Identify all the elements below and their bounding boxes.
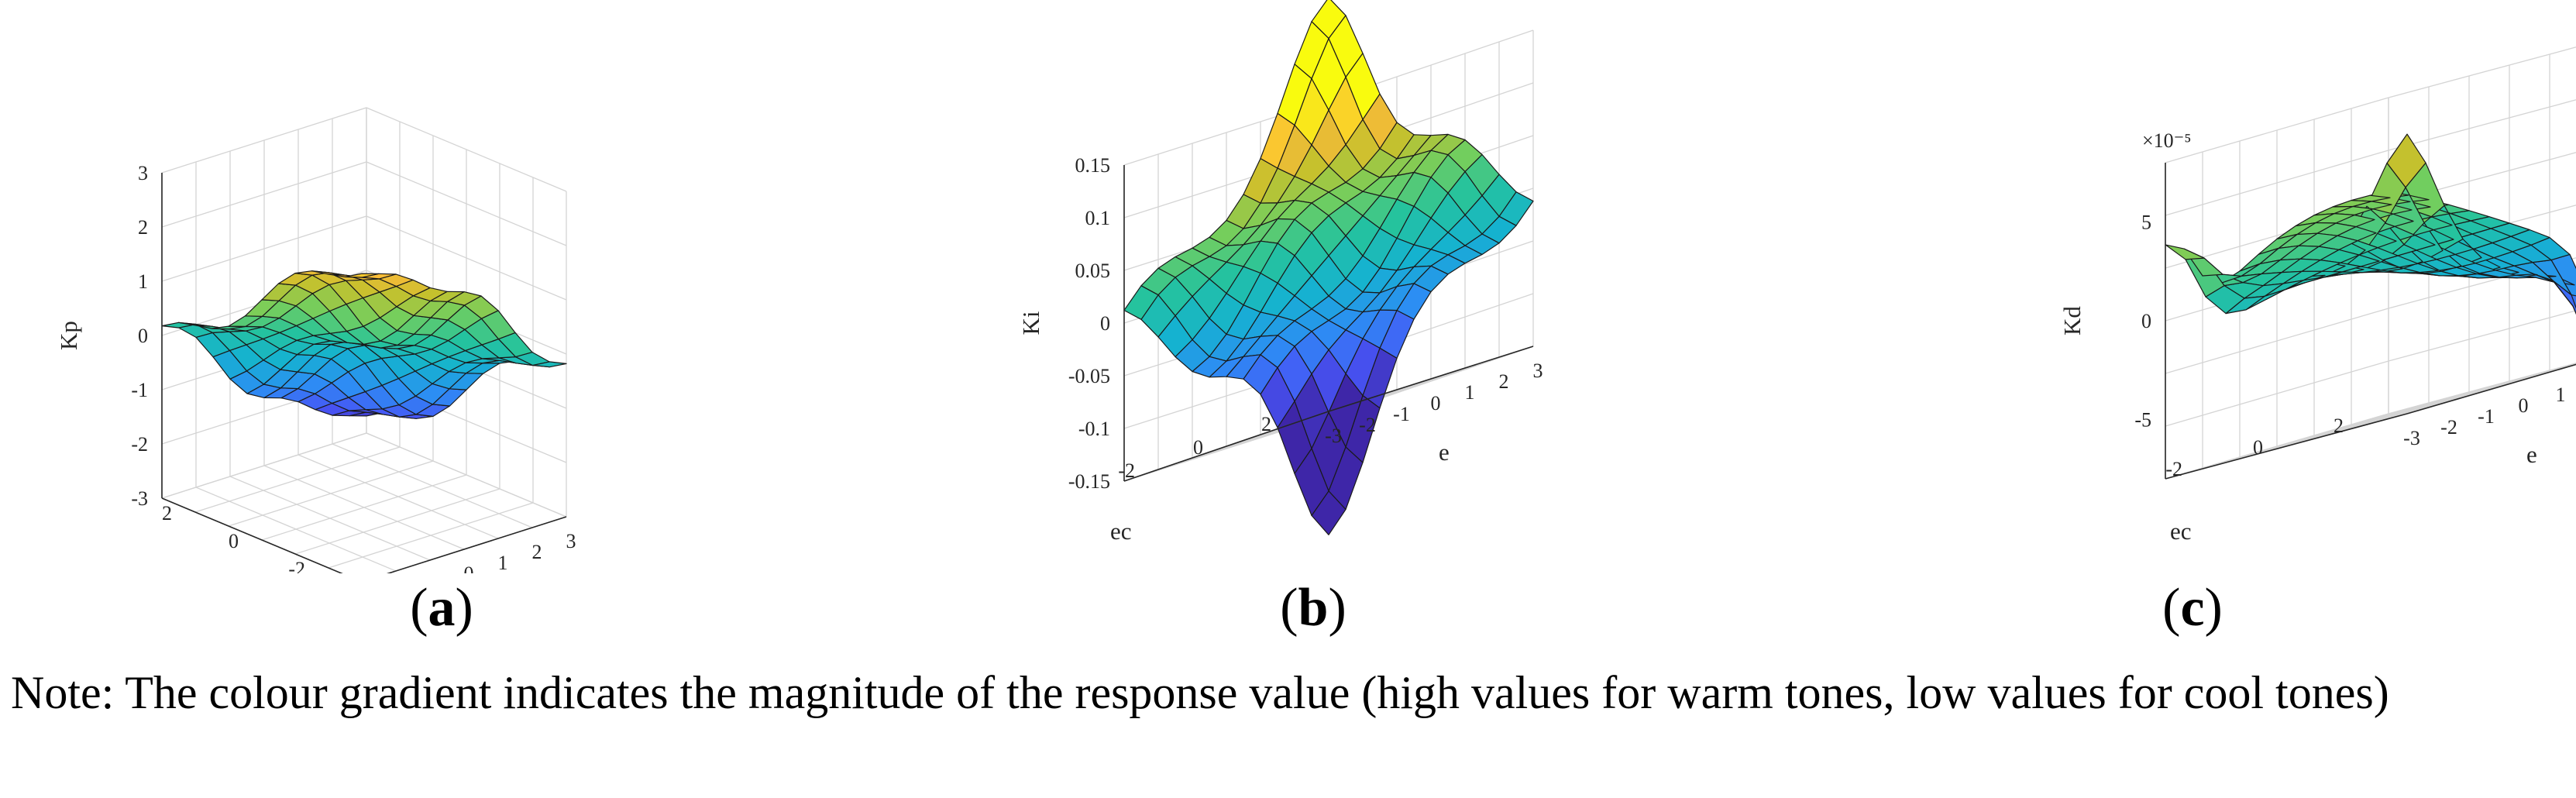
tick-label: -1: [1393, 403, 1410, 425]
tick-label: -2: [2165, 458, 2182, 480]
tick-label: 0.1: [1085, 207, 1111, 229]
panel-c-surface: [2165, 133, 2576, 315]
tick-label: 0: [2253, 436, 2263, 459]
tick-label: -2: [1359, 414, 1376, 436]
tick-label: -2: [2440, 416, 2457, 439]
surface-facet: [2165, 244, 2205, 260]
caption-c: (c): [2162, 578, 2223, 638]
panel-b-axes: -3 -2 -1 0 1 2 3 2 0 -2 0.15 0.1 0.05 0 -0.05 -0.1 -0.15…: [1017, 154, 1543, 545]
tick-label: 2: [2334, 414, 2344, 437]
panel-b-surface-plot: -3 -2 -1 0 1 2 3 2 0 -2 0.15 0.1 0.05 0 -0.05 -0.1 -0.15…: [1017, 0, 1543, 545]
tick-label: 2: [138, 216, 148, 239]
surface-facet: [344, 273, 380, 278]
tick-label: 1: [498, 552, 508, 573]
tick-label: -2: [1118, 459, 1135, 482]
caption-b: (b): [1280, 578, 1346, 638]
tick-label: 5: [2141, 212, 2151, 234]
tick-label: 0: [1193, 436, 1203, 459]
tick-label: 2: [162, 502, 172, 525]
panel-c-grid: [2165, 46, 2576, 480]
tick-label: 0: [2141, 310, 2151, 332]
tick-label: -1: [131, 379, 148, 401]
tick-label: 1: [2556, 384, 2566, 406]
tick-label: -1: [2478, 405, 2495, 428]
tick-label: 0: [1100, 312, 1110, 335]
tick-label: -2: [131, 433, 148, 456]
axis-title-e: e: [2526, 441, 2537, 468]
caption-a: (a): [410, 578, 473, 638]
axis-title-Ki: Ki: [1017, 311, 1044, 335]
surface-facet: [2572, 305, 2576, 315]
tick-label: 0.15: [1075, 154, 1111, 177]
surface-facet: [1123, 285, 1159, 320]
tick-label: 2: [1499, 370, 1509, 393]
tick-label: 3: [138, 162, 148, 184]
tick-label: 0.05: [1075, 260, 1111, 282]
panel-b-surface: [1123, 0, 1534, 535]
tick-label: 2: [532, 541, 542, 563]
tick-label: -0.15: [1068, 470, 1110, 493]
tick-label: 1: [1465, 381, 1475, 404]
tick-label: -3: [131, 487, 148, 510]
tick-label: 2: [1261, 413, 1271, 435]
axis-title-Kd: Kd: [2058, 306, 2086, 335]
tick-label: 3: [1533, 359, 1543, 382]
tick-label: 0: [1431, 392, 1441, 414]
axis-title-ec: ec: [2170, 518, 2192, 545]
tick-label: -3: [2403, 427, 2420, 449]
tick-label: -3: [1325, 425, 1342, 447]
axis-title-ec: ec: [1110, 518, 1132, 545]
figure-note: Note: The colour gradient indicates the …: [11, 667, 2389, 718]
tick-label: -2: [288, 558, 305, 573]
tick-label: -0.1: [1078, 418, 1110, 440]
axis-title-e: e: [1439, 439, 1450, 466]
tick-label: -5: [2134, 409, 2151, 432]
z-exponent-label: ×10⁻⁵: [2142, 129, 2191, 152]
axis-title-Kp: Kp: [55, 321, 82, 350]
tick-label: 3: [566, 530, 576, 552]
tick-label: 0: [138, 325, 148, 347]
tick-label: 1: [138, 270, 148, 293]
tick-label: 0: [464, 562, 474, 573]
tick-label: -0.05: [1068, 365, 1110, 387]
tick-label: 0: [2519, 394, 2529, 417]
tick-label: 0: [229, 530, 239, 552]
panel-a-surface: [161, 270, 567, 419]
